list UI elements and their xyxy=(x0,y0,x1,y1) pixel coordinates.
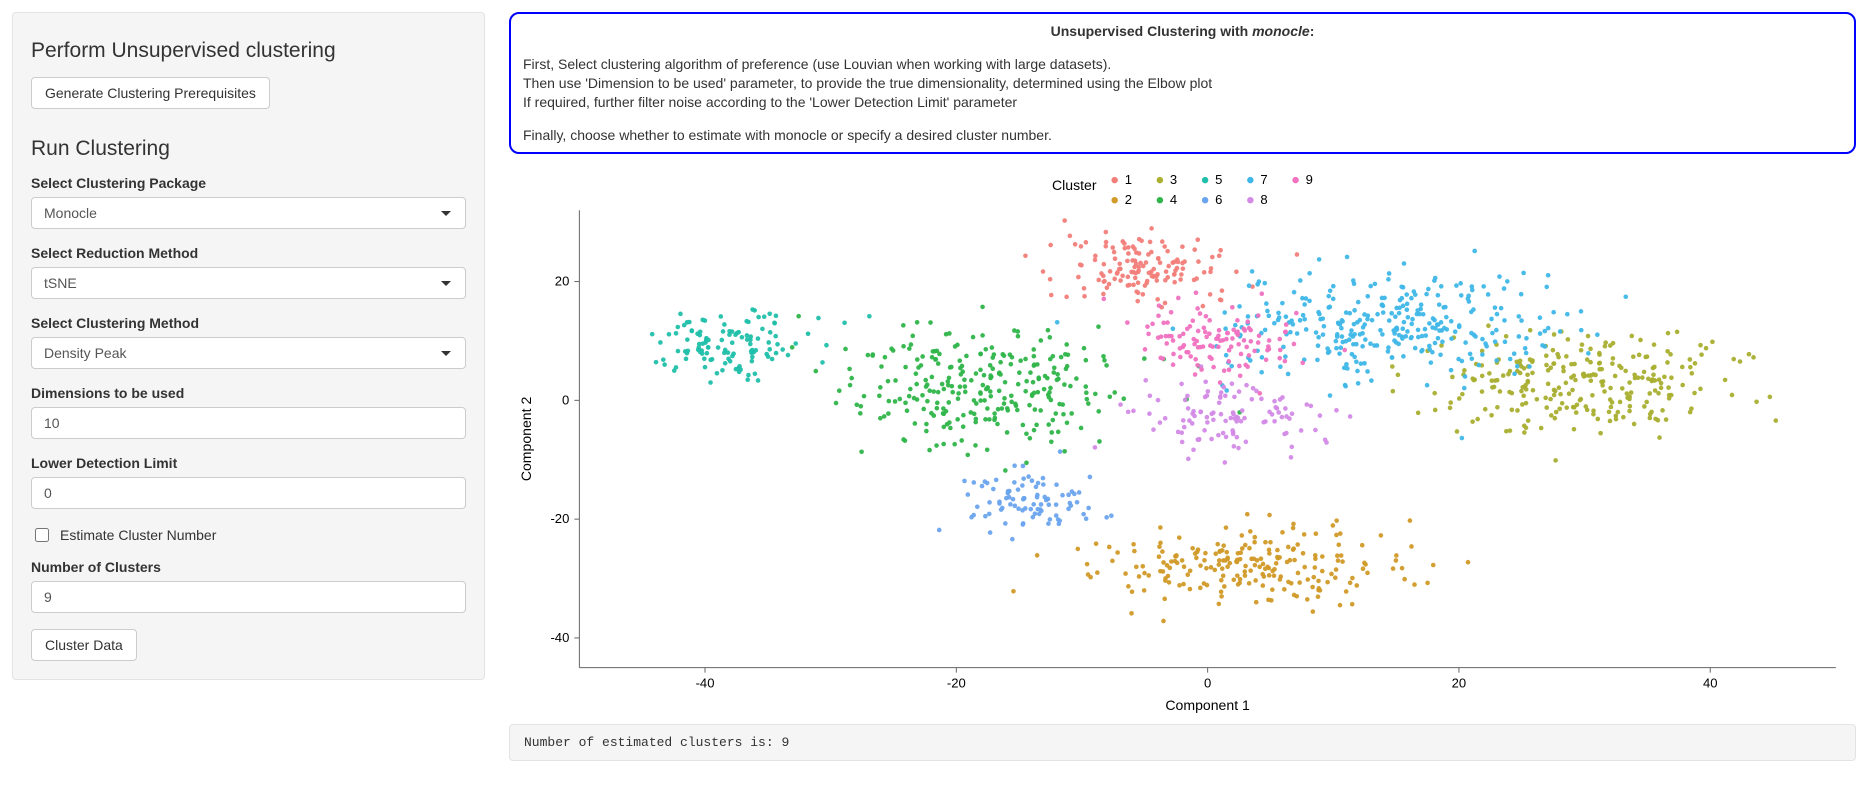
svg-text:0: 0 xyxy=(1204,676,1211,691)
info-title: Unsupervised Clustering with monocle: xyxy=(523,22,1842,41)
select-clustering-method[interactable]: Density Peak xyxy=(31,337,466,369)
field-lower-limit: Lower Detection Limit xyxy=(31,455,466,509)
section-title-perform: Perform Unsupervised clustering xyxy=(31,39,466,63)
select-reduction-method[interactable]: tSNE xyxy=(31,267,466,299)
input-num-clusters[interactable] xyxy=(31,581,466,613)
select-reduction-method-value: tSNE xyxy=(44,275,77,291)
svg-text:Cluster: Cluster xyxy=(1052,178,1097,194)
label-estimate-checkbox: Estimate Cluster Number xyxy=(60,527,216,543)
sidebar-panel: Perform Unsupervised clustering Generate… xyxy=(12,12,485,680)
svg-text:Component 1: Component 1 xyxy=(1165,697,1250,713)
label-lower-limit: Lower Detection Limit xyxy=(31,455,466,471)
svg-text:4: 4 xyxy=(1170,193,1177,208)
select-clustering-package-value: Monocle xyxy=(44,205,97,221)
svg-text:20: 20 xyxy=(555,274,570,289)
field-estimate-checkbox: Estimate Cluster Number xyxy=(31,525,466,545)
svg-text:40: 40 xyxy=(1703,676,1718,691)
info-title-pre: Unsupervised Clustering with xyxy=(1051,23,1252,39)
label-dimensions: Dimensions to be used xyxy=(31,385,466,401)
info-title-post: : xyxy=(1310,23,1315,39)
scatter-plot-svg: -40 -20 0 20 40 -40 -20 0 20 Component 1 Component… xyxy=(509,160,1856,718)
info-para-1: First, Select clustering algorithm of pr… xyxy=(523,55,1842,112)
info-title-ital: monocle xyxy=(1252,23,1310,39)
field-clustering-method: Select Clustering Method Density Peak xyxy=(31,315,466,369)
info-line-4: Finally, choose whether to estimate with… xyxy=(523,126,1842,145)
main-panel: Unsupervised Clustering with monocle: Fi… xyxy=(497,0,1874,773)
svg-text:-40: -40 xyxy=(696,676,715,691)
info-line-3: If required, further filter noise accord… xyxy=(523,93,1842,112)
sidebar: Perform Unsupervised clustering Generate… xyxy=(0,0,497,773)
checkbox-estimate[interactable] xyxy=(35,528,49,542)
field-dimensions: Dimensions to be used xyxy=(31,385,466,439)
field-clustering-package: Select Clustering Package Monocle xyxy=(31,175,466,229)
svg-text:7: 7 xyxy=(1260,173,1267,188)
info-para-2: Finally, choose whether to estimate with… xyxy=(523,126,1842,145)
svg-text:9: 9 xyxy=(1306,173,1313,188)
label-clustering-package: Select Clustering Package xyxy=(31,175,466,191)
svg-text:1: 1 xyxy=(1125,173,1132,188)
section-title-run: Run Clustering xyxy=(31,137,466,161)
svg-text:5: 5 xyxy=(1215,173,1222,188)
cluster-data-button[interactable]: Cluster Data xyxy=(31,629,137,661)
svg-text:-40: -40 xyxy=(550,630,569,645)
svg-text:Component 2: Component 2 xyxy=(518,397,534,482)
svg-text:20: 20 xyxy=(1452,676,1467,691)
svg-text:8: 8 xyxy=(1260,193,1267,208)
svg-text:2: 2 xyxy=(1125,193,1132,208)
generate-prerequisites-button[interactable]: Generate Clustering Prerequisites xyxy=(31,77,270,109)
scatter-plot: -40 -20 0 20 40 -40 -20 0 20 Component 1 Component… xyxy=(509,160,1856,718)
svg-text:0: 0 xyxy=(562,393,569,408)
svg-text:6: 6 xyxy=(1215,193,1222,208)
field-num-clusters: Number of Clusters xyxy=(31,559,466,613)
label-clustering-method: Select Clustering Method xyxy=(31,315,466,331)
svg-text:-20: -20 xyxy=(550,512,569,527)
select-clustering-package[interactable]: Monocle xyxy=(31,197,466,229)
input-dimensions[interactable] xyxy=(31,407,466,439)
label-num-clusters: Number of Clusters xyxy=(31,559,466,575)
status-output: Number of estimated clusters is: 9 xyxy=(509,724,1856,761)
svg-text:3: 3 xyxy=(1170,173,1177,188)
field-reduction-method: Select Reduction Method tSNE xyxy=(31,245,466,299)
svg-text:-20: -20 xyxy=(947,676,966,691)
info-line-1: First, Select clustering algorithm of pr… xyxy=(523,55,1842,74)
input-lower-limit[interactable] xyxy=(31,477,466,509)
select-clustering-method-value: Density Peak xyxy=(44,345,126,361)
info-box: Unsupervised Clustering with monocle: Fi… xyxy=(509,12,1856,154)
info-line-2: Then use 'Dimension to be used' paramete… xyxy=(523,74,1842,93)
label-reduction-method: Select Reduction Method xyxy=(31,245,466,261)
